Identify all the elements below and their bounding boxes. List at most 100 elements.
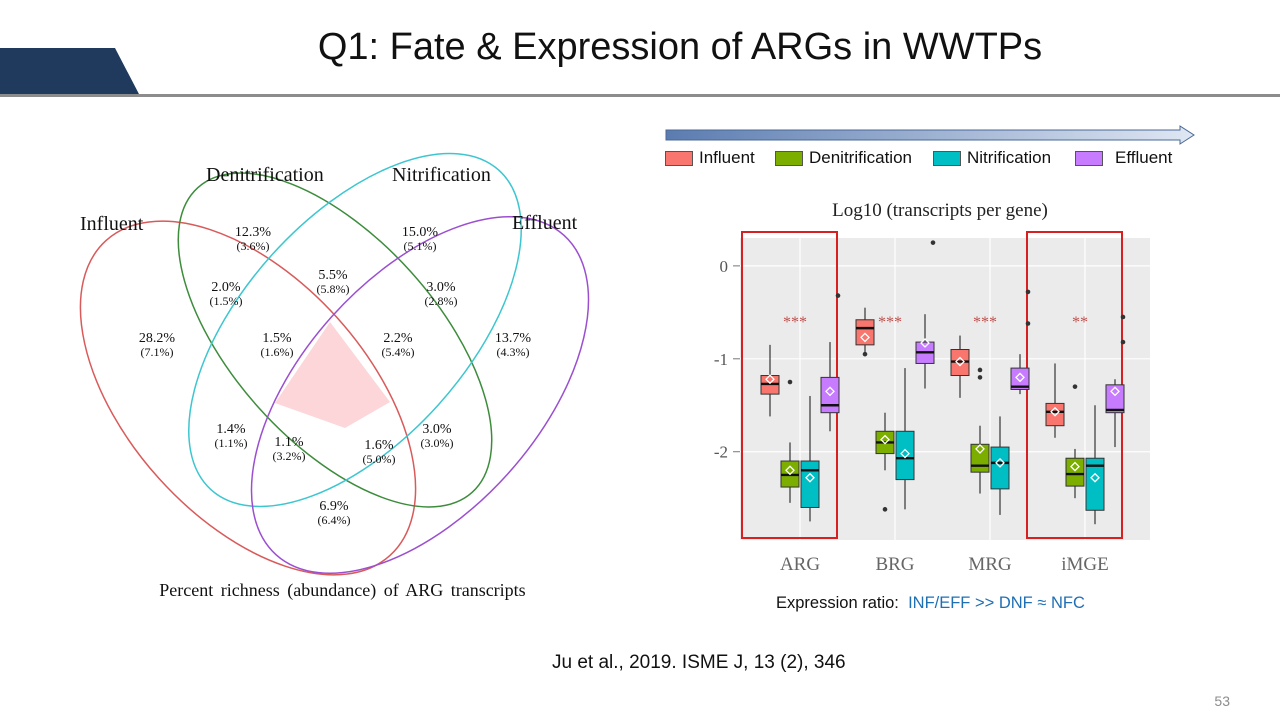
legend-item-influent: Influent [665,148,755,168]
box-brg-effluent [915,240,936,389]
legend-swatch-denitrification [775,150,803,166]
title-tab-decoration [0,48,140,96]
venn-region-sub-den_only: (3.6%) [237,239,270,253]
box-mean-marker [955,356,965,367]
venn-region-sub-nit_eff: (2.8%) [425,294,458,308]
denitrification-ellipse [177,172,493,508]
x-tick-label-mrg: MRG [968,554,1012,575]
legend-item-denitrification: Denitrification [775,148,912,168]
venn-region-value-inf_nit: 1.4% [216,422,246,437]
box-mrg-nitrification [990,416,1010,515]
outlier-point [1120,314,1126,320]
box-mean-marker [1050,406,1060,417]
box-body [970,443,990,473]
box-brg-influent [855,307,875,357]
venn-region-value-inf_den_eff: 1.6% [364,438,394,453]
venn-region-sub-inf_den_nit: (1.6%) [261,345,294,359]
venn-region-value-nit_eff: 3.0% [426,280,456,295]
box-imge-influent [1045,363,1065,438]
box-imge-nitrification [1085,405,1105,525]
y-tick-label-1: -1 [714,350,728,369]
process-arrow [665,125,1195,145]
box-mrg-influent [950,335,983,398]
y-tick-label-0: 0 [720,257,729,276]
significance-imge: ** [1072,314,1088,331]
x-tick-label-imge: iMGE [1061,554,1109,575]
expression-ratio-highlight: INF/EFF >> DNF ≈ NFC [908,594,1085,612]
slide-title: Q1: Fate & Expression of ARGs in WWTPs [317,26,1043,68]
box-mean-marker [880,434,890,445]
venn-region-sub-inf_den_eff: (5.0%) [363,452,396,466]
box-body [1045,402,1065,427]
box-mean-marker [995,457,1005,468]
box-body [1010,367,1030,390]
outlier-point [977,375,983,380]
box-body [1065,457,1085,487]
box-arg-nitrification [800,395,820,522]
box-body [800,460,820,508]
box-arg-denitrification [780,442,800,503]
venn-label-nitrification: Nitrification [392,164,491,186]
legend-item-nitrification: Nitrification [933,148,1051,168]
chart-title: Log10 (transcripts per gene) [832,200,1048,221]
venn-label-influent: Influent [80,213,144,235]
box-mean-marker [765,374,775,385]
box-mean-marker [900,448,910,459]
box-mean-marker [1110,386,1120,397]
outlier-point [1120,339,1126,345]
expression-ratio-note: Expression ratio: INF/EFF >> DNF ≈ NFC [776,594,1085,613]
chart-legend: Influent Denitrification Nitrification E… [665,148,1225,172]
box-arg-influent [760,344,793,417]
venn-region-sub-den_nit: (5.8%) [317,282,350,296]
box-mean-marker [1070,461,1080,472]
legend-label-influent: Influent [699,148,755,167]
legend-swatch-nitrification [933,150,961,166]
title-underline [0,94,1280,97]
venn-label-effluent: Effluent [512,212,578,234]
outlier-point [862,351,868,357]
page-number: 53 [1214,693,1230,709]
nitrification-ellipse [188,152,522,508]
venn-region-sub-inf_eff: (6.4%) [318,513,351,527]
expression-ratio-prefix: Expression ratio: [776,594,899,612]
venn-region-sub-eff_only: (4.3%) [497,345,530,359]
venn-region-sub-den_eff: (3.0%) [421,436,454,450]
legend-label-effluent: Effluent [1115,148,1173,167]
influent-ellipse [79,220,417,576]
venn-region-sub-inf_nit_eff: (3.2%) [273,449,306,463]
venn-region-value-nit_only: 15.0% [402,225,439,240]
box-mean-marker [805,472,815,483]
box-mean-marker [785,465,795,476]
venn-region-sub-den_nit_eff: (5.4%) [382,345,415,359]
venn-core-region [275,322,390,428]
box-body [895,430,915,481]
boxplot-chart: Log10 (transcripts per gene) *** *** *** **… [714,200,1150,575]
venn-region-sub-inf_den: (1.5%) [210,294,243,308]
box-mean-marker [860,332,870,343]
legend-swatch-influent [665,150,693,166]
box-mean-marker [920,338,930,348]
significance-arg: *** [783,314,807,331]
box-mean-marker [825,386,835,397]
x-tick-label-arg: ARG [780,554,820,575]
box-body [1105,384,1125,414]
citation: Ju et al., 2019. ISME J, 13 (2), 346 [552,652,846,673]
box-arg-effluent [820,293,841,432]
outlier-point [977,367,983,373]
box-mrg-effluent [1010,289,1031,395]
box-body [855,319,875,346]
venn-region-value-eff_only: 13.7% [495,331,532,346]
venn-region-sub-inf_only: (7.1%) [141,345,174,359]
box-mean-marker [1090,472,1100,483]
venn-region-value-inf_den: 2.0% [211,280,241,295]
legend-swatch-effluent [1075,150,1103,166]
box-imge-denitrification [1065,384,1085,499]
effluent-ellipse [250,216,590,574]
box-mean-marker [975,444,985,454]
outlier-point [787,379,793,385]
venn-caption: Percent richness (abundance) of ARG tran… [159,580,526,600]
significance-brg: *** [878,314,902,331]
venn-label-denitrification: Denitrification [206,164,324,186]
venn-region-value-den_nit: 5.5% [318,268,348,283]
legend-label-nitrification: Nitrification [967,148,1052,167]
